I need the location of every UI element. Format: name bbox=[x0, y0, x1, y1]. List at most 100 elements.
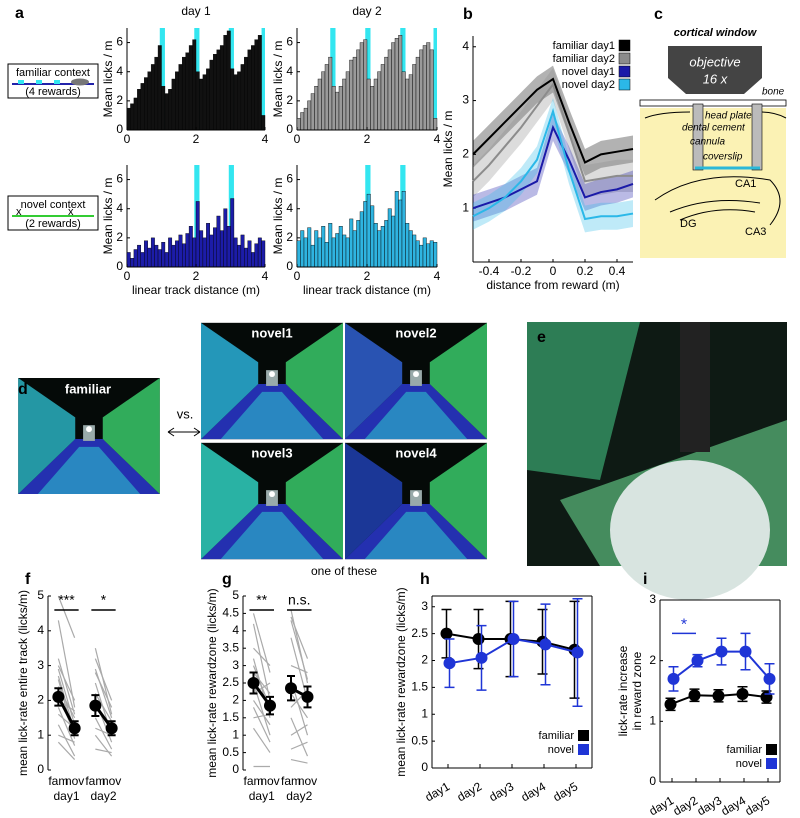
x-tick-label: 0 bbox=[294, 269, 301, 283]
legend-label: novel bbox=[548, 744, 574, 756]
individual-line bbox=[58, 734, 75, 743]
bar bbox=[296, 240, 301, 268]
bar bbox=[300, 230, 305, 268]
legend-label: familiar day1 bbox=[553, 40, 615, 52]
dg-curve bbox=[679, 209, 756, 221]
reward-zone bbox=[261, 28, 265, 130]
bar bbox=[422, 237, 427, 268]
x-tick-label: nov bbox=[65, 774, 84, 788]
bone-line bbox=[644, 111, 787, 119]
individual-line bbox=[94, 693, 113, 722]
vr-scenes: familiar vs. novel1 novel2 novel3 novel4… bbox=[18, 322, 487, 578]
group-label: day2 bbox=[286, 789, 312, 803]
bar bbox=[199, 78, 204, 131]
marker bbox=[507, 633, 520, 645]
bar bbox=[157, 45, 162, 131]
individual-line bbox=[290, 758, 308, 764]
marker bbox=[667, 672, 680, 685]
y-tick-label: 4 bbox=[37, 623, 44, 637]
reward-zone bbox=[330, 28, 336, 130]
bar bbox=[363, 39, 368, 131]
bar bbox=[209, 59, 214, 131]
bar bbox=[157, 249, 162, 268]
y-tick-label: 2 bbox=[232, 693, 239, 707]
bar bbox=[314, 86, 319, 131]
x-tick-label: 4 bbox=[262, 132, 269, 146]
individual-line bbox=[253, 727, 271, 753]
bar bbox=[175, 240, 179, 268]
x-tick-label: nov bbox=[298, 774, 317, 788]
bar bbox=[321, 225, 326, 268]
y-tick-label: 0 bbox=[286, 259, 293, 273]
bar bbox=[147, 247, 152, 268]
diagram-label: bone bbox=[762, 87, 785, 98]
significance-label: ** bbox=[256, 592, 267, 608]
significance-label: *** bbox=[58, 592, 75, 608]
y-tick-label: 3 bbox=[421, 599, 428, 613]
panel-label: i bbox=[643, 571, 647, 588]
y-tick-label: 0 bbox=[421, 760, 428, 774]
bar bbox=[230, 198, 235, 268]
objective-photo bbox=[680, 322, 710, 452]
legend-swatch bbox=[766, 744, 777, 755]
y-tick-label: 0 bbox=[116, 259, 123, 273]
marker bbox=[472, 633, 485, 645]
y-axis-label: mean lick-rate entire track (licks/m) bbox=[16, 590, 30, 776]
bar bbox=[303, 107, 308, 131]
bar bbox=[237, 244, 242, 268]
x-tick-label: -0.2 bbox=[511, 264, 532, 278]
y-tick-label: 0.5 bbox=[411, 733, 428, 747]
bar bbox=[398, 35, 403, 131]
significance-label: n.s. bbox=[288, 592, 311, 608]
y-tick-label: 5 bbox=[37, 588, 44, 602]
bar bbox=[398, 199, 403, 268]
diagram-label: cannula bbox=[690, 137, 725, 148]
individual-line bbox=[252, 623, 271, 701]
y-tick-label: 2 bbox=[462, 147, 469, 161]
bar bbox=[150, 64, 155, 131]
diagram-label: DG bbox=[680, 218, 697, 230]
y-tick-label: 1 bbox=[462, 200, 469, 214]
legend-label: novel day1 bbox=[562, 66, 615, 78]
bar bbox=[213, 54, 217, 131]
bar bbox=[223, 208, 228, 268]
bar bbox=[202, 237, 207, 268]
bar bbox=[384, 220, 389, 268]
marker: x bbox=[68, 206, 74, 218]
individual-line bbox=[290, 616, 309, 659]
bar bbox=[370, 205, 375, 268]
bar bbox=[226, 225, 231, 268]
bar bbox=[405, 223, 410, 268]
group-label: day1 bbox=[249, 789, 275, 803]
cannula-wall bbox=[692, 103, 704, 171]
bar bbox=[328, 56, 333, 131]
marker: x bbox=[16, 206, 22, 218]
diagram-label: head plate bbox=[705, 111, 752, 122]
bar bbox=[380, 64, 385, 131]
bar bbox=[391, 215, 396, 268]
bar bbox=[384, 56, 389, 131]
individual-line bbox=[57, 595, 76, 638]
bar bbox=[195, 201, 200, 268]
legend-label: novel day2 bbox=[562, 79, 615, 91]
y-tick-label: 2 bbox=[116, 93, 123, 107]
bar bbox=[408, 74, 413, 131]
legend-swatch bbox=[618, 78, 631, 91]
y-tick-label: 2 bbox=[649, 653, 656, 667]
individual-line bbox=[57, 724, 76, 757]
legend-label: familiar bbox=[727, 744, 763, 756]
mean-marker bbox=[285, 682, 297, 695]
bar bbox=[195, 71, 200, 131]
bar bbox=[188, 225, 193, 268]
scene-label: familiar bbox=[65, 381, 111, 396]
bar bbox=[359, 42, 364, 131]
individual-line bbox=[290, 717, 309, 757]
bar bbox=[126, 107, 131, 131]
bar bbox=[257, 35, 262, 131]
bar bbox=[338, 86, 343, 131]
context-title: familiar context bbox=[16, 67, 90, 79]
chart-title: day 1 bbox=[181, 4, 211, 18]
x-tick-label: 0 bbox=[124, 132, 131, 146]
bar bbox=[328, 223, 333, 268]
bar bbox=[247, 240, 252, 268]
